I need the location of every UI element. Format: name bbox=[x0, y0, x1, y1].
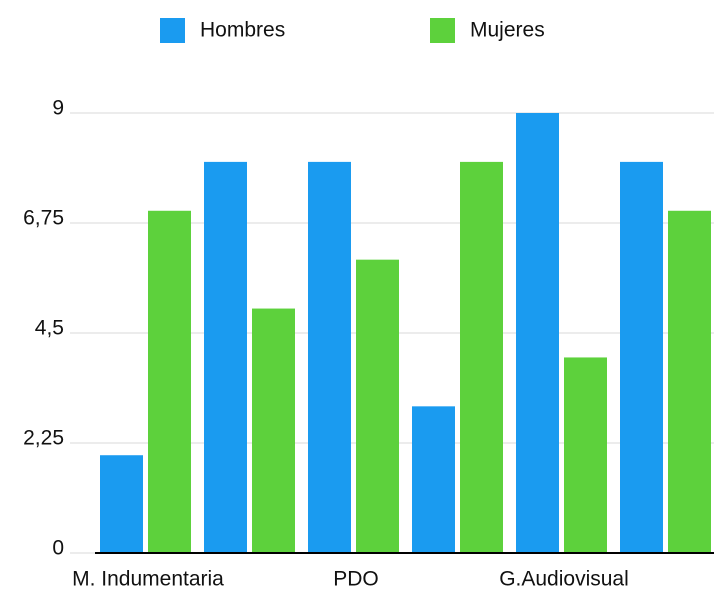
legend-label: Hombres bbox=[200, 19, 285, 42]
legend-swatch bbox=[160, 18, 185, 43]
x-tick-label: PDO bbox=[333, 568, 379, 591]
bar bbox=[460, 161, 503, 553]
legend-swatch bbox=[430, 18, 455, 43]
bar bbox=[148, 210, 191, 553]
bar bbox=[204, 161, 247, 553]
bar bbox=[308, 161, 351, 553]
x-tick-label: G.Audiovisual bbox=[499, 568, 629, 591]
y-tick-label: 2,25 bbox=[23, 427, 64, 450]
bar bbox=[252, 308, 295, 553]
bar bbox=[356, 259, 399, 553]
bar bbox=[620, 161, 663, 553]
y-tick-label: 6,75 bbox=[23, 207, 64, 230]
y-tick-label: 4,5 bbox=[35, 317, 64, 340]
bar bbox=[668, 210, 711, 553]
y-tick-label: 9 bbox=[52, 97, 64, 120]
bar bbox=[412, 406, 455, 553]
x-tick-label: M. Indumentaria bbox=[72, 568, 224, 591]
legend-label: Mujeres bbox=[470, 19, 545, 42]
y-tick-label: 0 bbox=[52, 537, 64, 560]
bar bbox=[100, 455, 143, 553]
bar bbox=[564, 357, 607, 553]
bar bbox=[516, 113, 559, 553]
